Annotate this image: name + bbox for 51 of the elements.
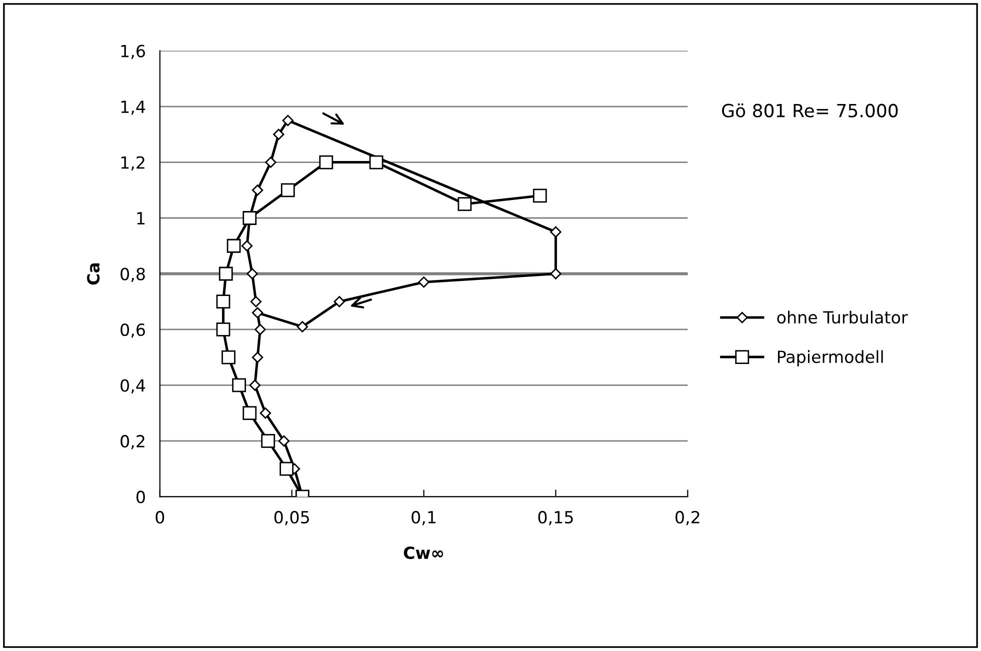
y-tick-label: 0,4	[120, 379, 146, 394]
point	[265, 156, 276, 168]
point	[250, 296, 262, 308]
point	[218, 266, 233, 281]
text: Gö 801 Re= 75.000	[722, 103, 898, 118]
point	[418, 276, 430, 288]
y-tick-label: 1,2	[121, 156, 144, 171]
point	[216, 322, 230, 336]
point	[369, 155, 384, 170]
y-tick-label: 0	[136, 490, 145, 504]
point	[282, 114, 294, 126]
point	[226, 238, 241, 253]
point	[319, 155, 334, 170]
point	[550, 268, 562, 280]
point	[232, 378, 246, 392]
legend-label: ohne Turbulator	[777, 310, 908, 324]
point	[252, 307, 264, 318]
x-tick-label: 0	[156, 510, 164, 524]
point	[260, 407, 272, 419]
point	[261, 434, 276, 448]
point	[296, 321, 308, 332]
point	[246, 268, 258, 280]
point	[280, 183, 295, 198]
y-axis-title: Ca	[87, 263, 100, 285]
y-tick-label: 1,4	[121, 100, 146, 115]
point	[273, 128, 284, 140]
y-tick-label: 0,2	[120, 434, 144, 450]
point	[278, 435, 290, 447]
point	[280, 462, 294, 476]
point	[254, 324, 266, 336]
y-tick-label: 0,8	[120, 268, 145, 282]
point	[458, 197, 472, 212]
point	[252, 184, 264, 196]
point	[249, 380, 261, 391]
point	[216, 294, 230, 309]
y-tick-label: 1,6	[121, 44, 145, 60]
x-tick-label: 0,05	[274, 510, 309, 526]
point	[241, 240, 253, 252]
x-tick-label: 0,15	[538, 510, 573, 526]
x-axis-title: Cw∞	[404, 546, 444, 560]
x-tick-label: 0,1	[412, 510, 436, 526]
point	[222, 350, 236, 364]
point	[550, 226, 562, 238]
point	[252, 352, 264, 363]
x-tick-label: 0,2	[676, 510, 700, 526]
point	[532, 188, 547, 203]
point	[242, 406, 257, 420]
y-tick-label: 1	[137, 212, 144, 224]
point	[334, 296, 345, 308]
y-tick-label: 0,6	[120, 323, 145, 338]
legend-label: Papiermodell	[778, 350, 883, 366]
